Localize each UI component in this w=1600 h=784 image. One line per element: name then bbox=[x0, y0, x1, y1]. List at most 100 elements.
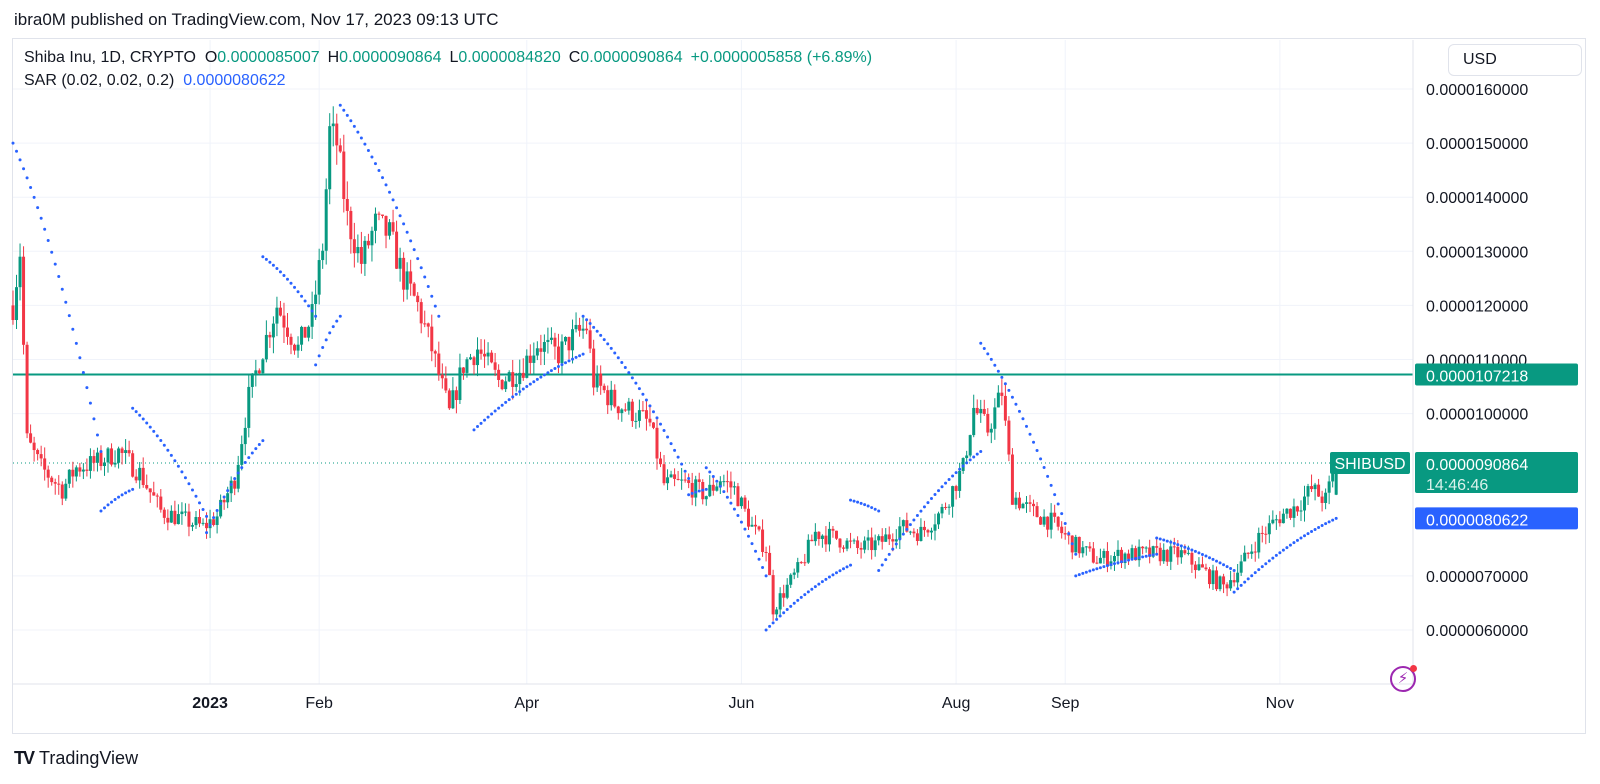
candle-body bbox=[57, 483, 61, 485]
sar-dot bbox=[979, 341, 983, 345]
candle-body bbox=[813, 531, 817, 542]
candle-body bbox=[1102, 551, 1106, 558]
sar-dot bbox=[1109, 563, 1113, 567]
candle-body bbox=[651, 422, 655, 428]
candle-body bbox=[641, 410, 645, 412]
candle-body bbox=[560, 341, 564, 364]
candle-body bbox=[1165, 549, 1169, 562]
candle-body bbox=[606, 390, 610, 406]
candle-body bbox=[18, 256, 22, 288]
sar-dot bbox=[972, 455, 976, 459]
candle-body bbox=[975, 407, 979, 414]
sar-dot bbox=[588, 322, 592, 326]
sar-dot bbox=[127, 489, 131, 493]
candle-body bbox=[300, 326, 304, 345]
sar-dot bbox=[975, 452, 979, 456]
candle-body bbox=[430, 326, 434, 352]
currency-selector[interactable]: USD bbox=[1448, 44, 1582, 76]
candle-body bbox=[894, 539, 898, 542]
sar-dot bbox=[732, 507, 736, 511]
sar-dot bbox=[1060, 512, 1064, 516]
candle-body bbox=[1215, 570, 1219, 590]
lightning-icon[interactable]: ⚡ bbox=[1390, 666, 1416, 692]
sar-dot bbox=[32, 195, 36, 199]
candle-body bbox=[1074, 536, 1078, 553]
sar-dot bbox=[1077, 573, 1081, 577]
candle-body bbox=[842, 547, 846, 549]
sar-dot bbox=[912, 518, 916, 522]
candle-body bbox=[926, 530, 930, 533]
candle-body bbox=[831, 528, 835, 531]
sar-dot bbox=[623, 366, 627, 370]
legend-high-value: 0.0000090864 bbox=[339, 49, 442, 66]
candle-body bbox=[1056, 516, 1060, 527]
sar-dot bbox=[479, 421, 483, 425]
sar-dot bbox=[416, 257, 420, 261]
sar-dot bbox=[718, 484, 722, 488]
sar-dot bbox=[1236, 587, 1240, 591]
candle-body bbox=[1077, 536, 1081, 554]
candle-body bbox=[1137, 546, 1141, 561]
sar-dot bbox=[166, 448, 170, 452]
candle-body bbox=[226, 493, 230, 503]
sar-dot bbox=[349, 119, 353, 123]
sar-dot bbox=[247, 456, 251, 460]
sar-legend[interactable]: SAR (0.02, 0.02, 0.2) 0.0000080622 bbox=[24, 72, 286, 90]
candle-body bbox=[778, 593, 782, 610]
tradingview-logo[interactable]: TV TradingView bbox=[14, 748, 138, 769]
candle-body bbox=[307, 326, 311, 338]
sar-dot bbox=[929, 497, 933, 501]
sar-dot bbox=[1274, 553, 1278, 557]
candle-body bbox=[451, 390, 455, 409]
sar-dot bbox=[926, 501, 930, 505]
candle-body bbox=[859, 547, 863, 550]
sar-dot bbox=[1074, 552, 1078, 556]
candle-body bbox=[127, 450, 131, 454]
candle-body bbox=[1229, 580, 1233, 589]
candle-body bbox=[1007, 420, 1011, 455]
candle-body bbox=[335, 123, 339, 146]
candle-body bbox=[1222, 576, 1226, 585]
sar-dot bbox=[578, 354, 582, 358]
candle-body bbox=[222, 499, 226, 503]
sar-dot bbox=[1176, 543, 1180, 547]
candle-body bbox=[423, 323, 427, 325]
sar-dot bbox=[771, 621, 775, 625]
candle-body bbox=[715, 486, 719, 491]
sar-dot bbox=[1186, 547, 1190, 551]
candle-body bbox=[32, 442, 36, 451]
candle-body bbox=[1120, 549, 1124, 564]
sar-dot bbox=[1317, 525, 1321, 529]
sar-dot bbox=[1306, 532, 1310, 536]
candle-body bbox=[1306, 486, 1310, 497]
candle-body bbox=[532, 355, 536, 363]
candle-body bbox=[915, 533, 919, 541]
candle-body bbox=[289, 336, 293, 345]
candle-body bbox=[293, 344, 297, 351]
sar-dot bbox=[99, 449, 103, 453]
sar-dot bbox=[1148, 554, 1152, 558]
sar-dot bbox=[88, 401, 92, 405]
candle-body bbox=[264, 334, 268, 360]
sar-dot bbox=[74, 341, 78, 345]
sar-dot bbox=[873, 507, 877, 511]
candle-body bbox=[444, 378, 448, 391]
sar-dot bbox=[535, 377, 539, 381]
sar-dot bbox=[845, 565, 849, 569]
candle-body bbox=[212, 519, 216, 525]
time-axis: 2023 Feb Apr Jun Aug Sep Nov bbox=[13, 683, 1413, 712]
candle-body bbox=[250, 373, 254, 387]
sar-dot bbox=[229, 482, 233, 486]
sar-dot bbox=[264, 257, 268, 261]
sar-dot bbox=[215, 508, 219, 512]
sar-dot bbox=[528, 382, 532, 386]
candle-body bbox=[282, 315, 286, 328]
sar-dot bbox=[106, 503, 110, 507]
candle-body bbox=[352, 239, 356, 254]
tradingview-brand: TradingView bbox=[39, 748, 139, 768]
sar-dot bbox=[1095, 567, 1099, 571]
sar-dot bbox=[317, 354, 321, 358]
candle-body bbox=[1169, 546, 1173, 562]
sar-dot bbox=[1063, 522, 1067, 526]
